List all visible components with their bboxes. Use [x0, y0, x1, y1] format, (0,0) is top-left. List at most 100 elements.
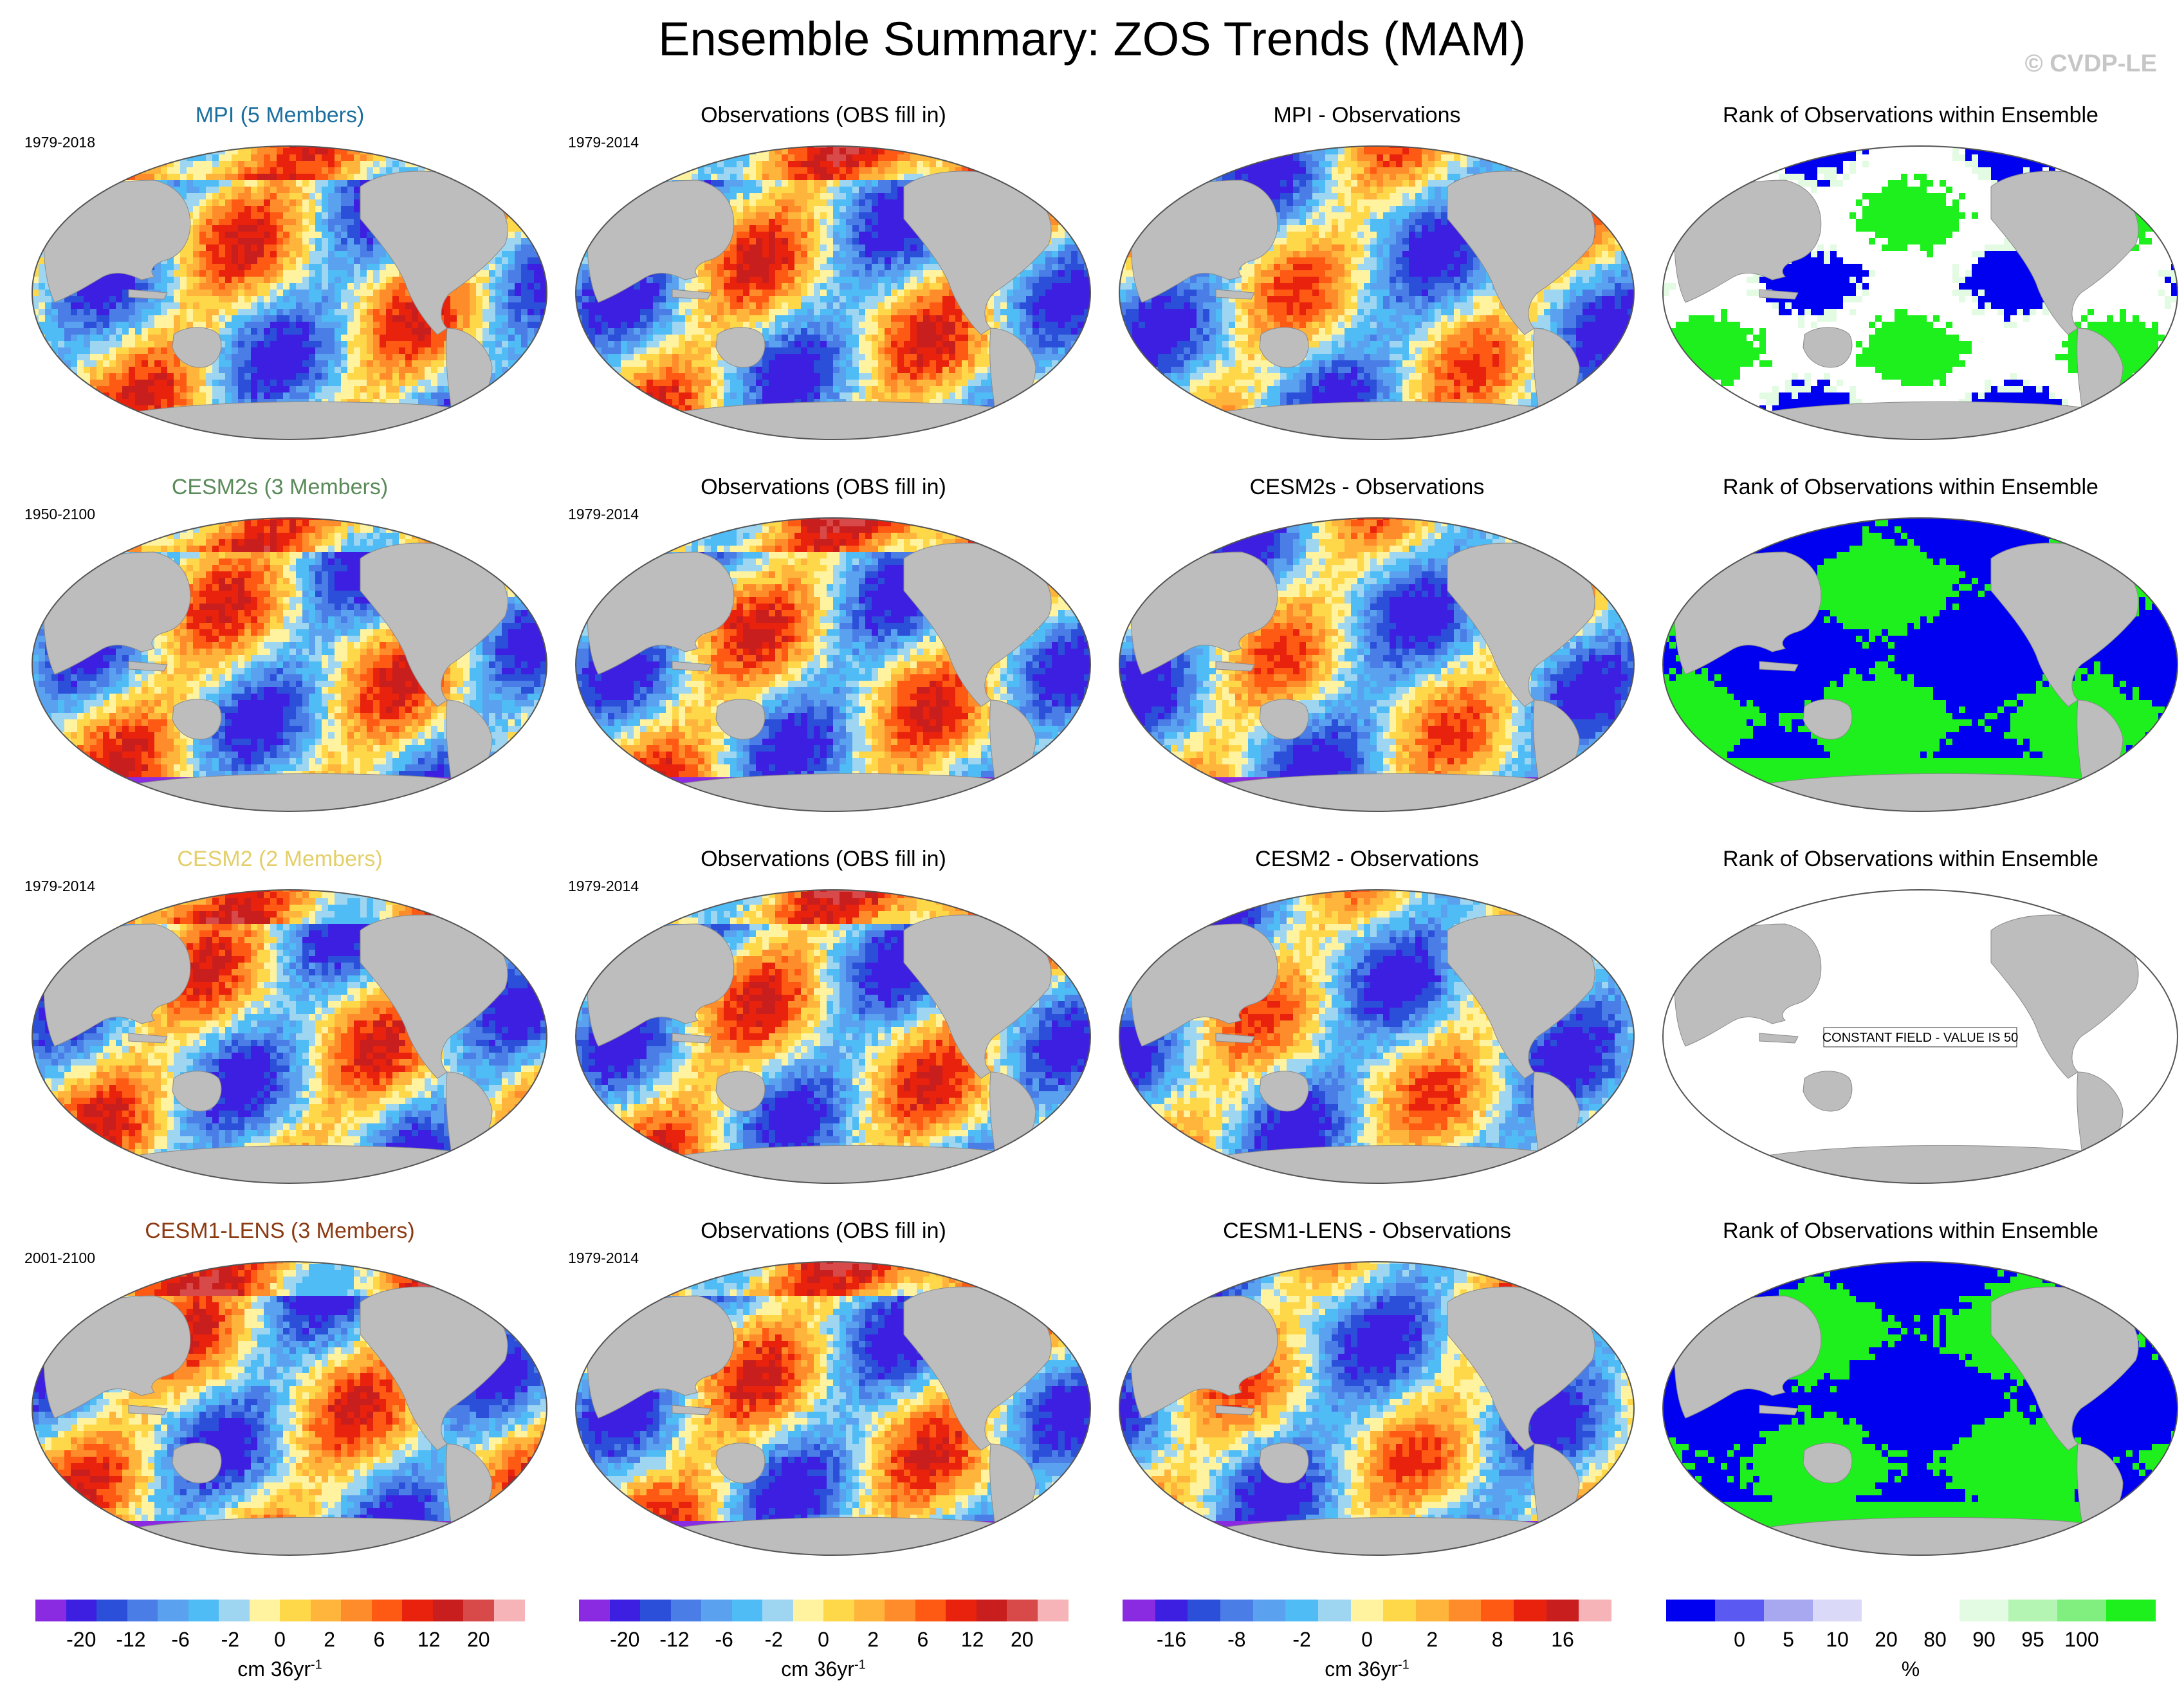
colorbar-swatch: [2008, 1600, 2058, 1621]
map-globe: [1119, 889, 1635, 1184]
colorbar-swatch: [402, 1600, 433, 1621]
colorbar-tick-label: 20: [467, 1628, 490, 1652]
colorbar-tick-label: -20: [610, 1628, 639, 1652]
land-mask: [1803, 327, 1853, 368]
land-mask: [672, 1033, 711, 1044]
colorbar-tick-label: -12: [659, 1628, 689, 1652]
land-mask: [43, 180, 191, 303]
land-mask: [1759, 289, 1799, 300]
land-mask: [1038, 1285, 1078, 1322]
colorbar-tick-label: -6: [171, 1628, 189, 1652]
colorbar-swatch: [371, 1600, 403, 1621]
colorbar-swatch: [66, 1600, 97, 1621]
land-mask: [128, 661, 168, 672]
land-mask: [128, 1033, 168, 1044]
colorbar-tick-label: 80: [1923, 1628, 1947, 1652]
colorbar-unit: cm 36yr-1: [35, 1657, 524, 1681]
colorbar-swatch: [158, 1600, 188, 1621]
land-mask: [128, 289, 168, 300]
colorbar-swatch: [1546, 1600, 1579, 1621]
colorbar-tick-label: 95: [2021, 1628, 2044, 1652]
land-mask: [1130, 551, 1278, 675]
page-title: Ensemble Summary: ZOS Trends (MAM): [0, 12, 2184, 66]
land-mask: [1759, 661, 1799, 672]
land-mask: [587, 1295, 735, 1419]
land-mask: [43, 551, 191, 675]
colorbar-swatch: [1007, 1600, 1038, 1621]
land-mask: [1038, 169, 1078, 206]
land-mask: [2125, 541, 2165, 578]
map-globe: [1119, 145, 1635, 440]
land-mask: [1803, 699, 1853, 740]
panel-title: Observations (OBS fill in): [556, 103, 1090, 128]
land-mask: [1582, 169, 1622, 206]
land-mask: [1803, 1443, 1853, 1484]
colorbar-swatch: [1383, 1600, 1417, 1621]
colorbar-tick-label: 0: [274, 1628, 286, 1652]
panel-rank-row2: Rank of Observations within Ensemble: [1644, 475, 2178, 835]
land-mask: [715, 327, 766, 368]
panel-obs-row3: Observations (OBS fill in) 1979-2014: [556, 847, 1091, 1207]
land-mask: [1259, 699, 1309, 740]
colorbar-swatch: [432, 1600, 464, 1621]
period-label: 1950-2100: [24, 506, 95, 523]
colorbar-swatch: [1037, 1600, 1069, 1621]
colorbar-tick-label: 5: [1783, 1628, 1794, 1652]
colorbar-swatch: [976, 1600, 1007, 1621]
period-label: 2001-2100: [24, 1250, 95, 1267]
panel-title: CESM1-LENS (3 Members): [13, 1219, 547, 1244]
map-globe: [1119, 517, 1635, 812]
colorbar-swatch: [310, 1600, 342, 1621]
map-globe: [1662, 145, 2178, 440]
map-globe: [32, 145, 547, 440]
panel-title: Rank of Observations within Ensemble: [1644, 475, 2178, 500]
land-mask: [1259, 1443, 1309, 1484]
colorbar-swatch: [493, 1600, 525, 1621]
panel-title: CESM2s - Observations: [1100, 475, 1634, 500]
colorbar-swatch: [1911, 1600, 1960, 1621]
land-mask: [1130, 180, 1278, 303]
panel-title: CESM2 (2 Members): [13, 847, 547, 872]
map-globe: [1662, 517, 2178, 812]
land-mask: [587, 551, 735, 675]
colorbar-swatch: [1318, 1600, 1352, 1621]
map-globe: [575, 1261, 1091, 1556]
colorbar-swatch: [96, 1600, 127, 1621]
land-mask: [172, 699, 222, 740]
land-mask: [1215, 289, 1255, 300]
colorbar-swatch: [249, 1600, 280, 1621]
panel-model-row1: MPI (5 Members) 1979-2018: [13, 103, 547, 463]
colorbar-swatch: [640, 1600, 671, 1621]
land-mask: [672, 1405, 711, 1416]
colorbar-tick-label: -6: [715, 1628, 733, 1652]
colorbar-swatch: [127, 1600, 158, 1621]
land-mask: [1674, 180, 1822, 303]
panel-title: MPI (5 Members): [13, 103, 547, 128]
colorbar-swatch: [1253, 1600, 1286, 1621]
colorbar-tick-label: 2: [1426, 1628, 1438, 1652]
land-mask: [1674, 1295, 1822, 1419]
panel-diff-row4: CESM1-LENS - Observations: [1100, 1219, 1635, 1579]
land-mask: [2125, 169, 2165, 206]
panel-diff-row1: MPI - Observations: [1100, 103, 1635, 463]
colorbar-swatch: [793, 1600, 824, 1621]
land-mask: [587, 180, 735, 303]
colorbar-tick-label: 16: [1551, 1628, 1574, 1652]
colorbar-swatch: [1813, 1600, 1862, 1621]
colorbar-tick-label: -20: [66, 1628, 96, 1652]
colorbar-tick-label: 12: [961, 1628, 984, 1652]
land-mask: [128, 1405, 168, 1416]
colorbar-swatch: [1764, 1600, 1813, 1621]
land-mask: [1674, 551, 1822, 675]
period-label: 1979-2014: [568, 506, 639, 523]
period-label: 1979-2018: [24, 134, 95, 151]
colorbar-tick-label: -12: [116, 1628, 145, 1652]
land-mask: [1259, 327, 1309, 368]
land-mask: [1582, 1285, 1622, 1322]
colorbar-4: 0 5 10 20 80 90 95 100%: [1666, 1600, 2156, 1683]
map-globe: CONSTANT FIELD - VALUE IS 50: [1662, 889, 2178, 1184]
map-globe: [1662, 1261, 2178, 1556]
colorbar-tick-label: 12: [418, 1628, 441, 1652]
land-mask: [172, 327, 222, 368]
panel-rank-row3: Rank of Observations within Ensemble CONS…: [1644, 847, 2178, 1207]
